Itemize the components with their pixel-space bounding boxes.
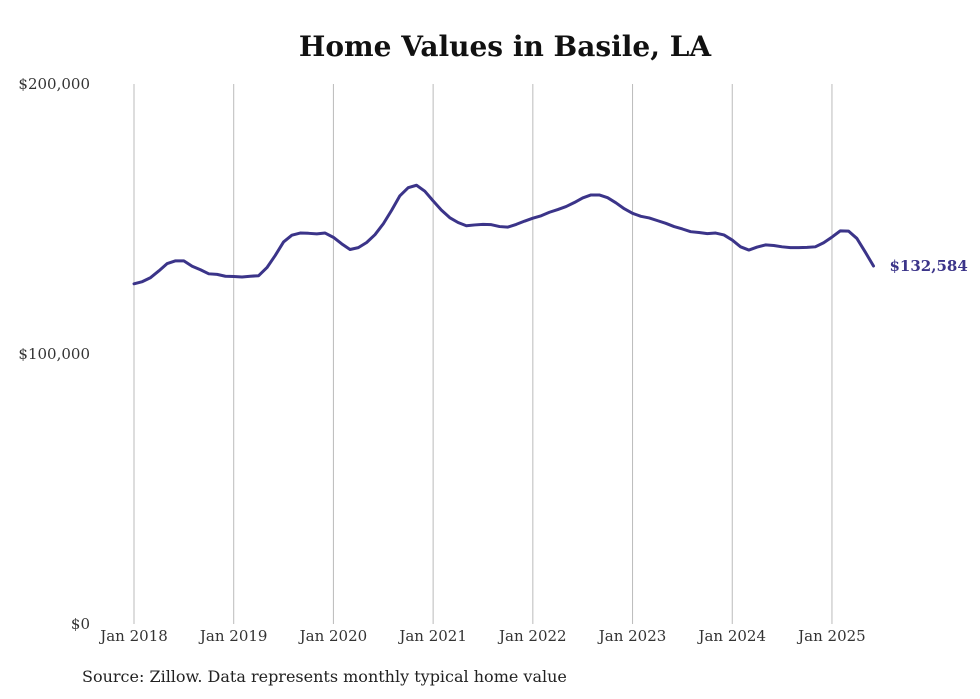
data-labels: $132,584 <box>890 257 968 275</box>
x-tick-label: Jan 2025 <box>796 627 866 645</box>
end-value-label: $132,584 <box>890 257 968 275</box>
x-tick-label: Jan 2020 <box>298 627 368 645</box>
x-tick-label: Jan 2024 <box>696 627 766 645</box>
source-note: Source: Zillow. Data represents monthly … <box>82 667 567 686</box>
series-line-0 <box>132 183 875 286</box>
x-axis-tick-labels: Jan 2018 Jan 2019 Jan 2020 Jan 2021 Jan 2022… <box>98 627 866 645</box>
chart-title: Home Values in Basile, LA <box>298 30 712 63</box>
y-tick-label: $100,000 <box>18 345 90 363</box>
gridlines <box>133 84 833 624</box>
x-tick-label: Jan 2018 <box>98 627 168 645</box>
x-tick-label: Jan 2022 <box>497 627 567 645</box>
x-tick-label: Jan 2023 <box>597 627 667 645</box>
series-layer <box>132 183 875 286</box>
y-tick-label: $0 <box>71 615 90 633</box>
y-axis-tick-labels: $0 $100,000 $200,000 <box>18 75 90 633</box>
y-tick-label: $200,000 <box>18 75 90 93</box>
x-tick-label: Jan 2021 <box>397 627 467 645</box>
x-tick-label: Jan 2019 <box>198 627 268 645</box>
